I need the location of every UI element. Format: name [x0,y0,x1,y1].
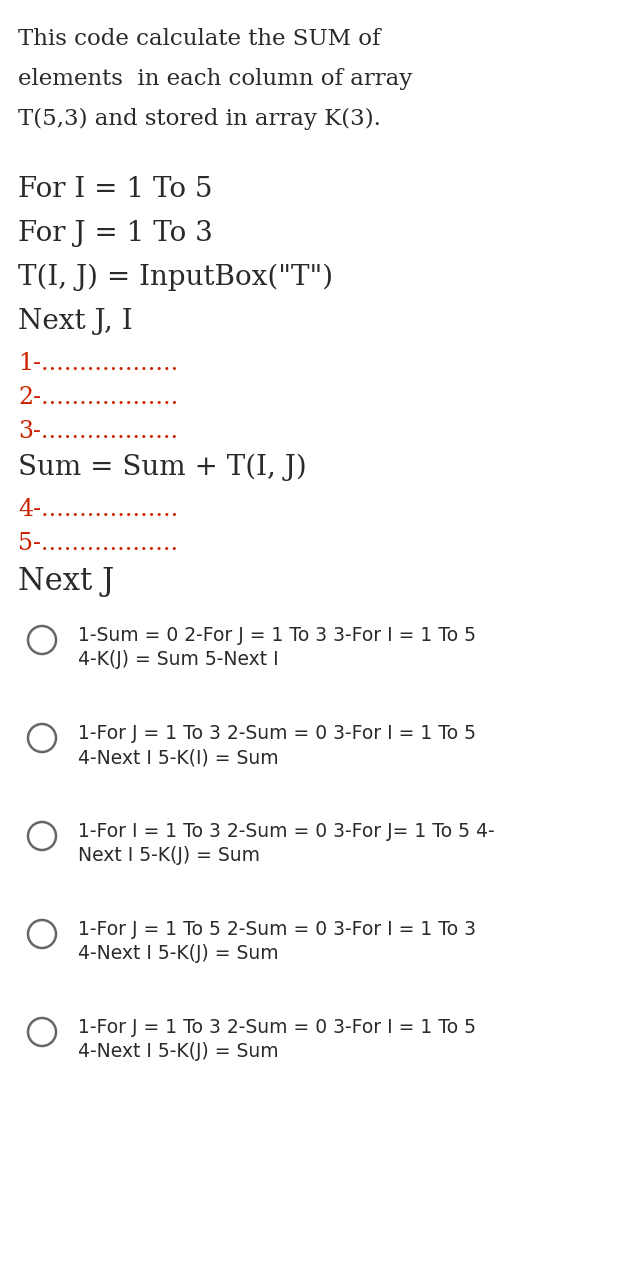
Text: For I = 1 To 5: For I = 1 To 5 [18,175,213,204]
Text: This code calculate the SUM of: This code calculate the SUM of [18,28,380,50]
Text: Next J: Next J [18,566,114,596]
Text: 4-Next I 5-K(I) = Sum: 4-Next I 5-K(I) = Sum [78,748,279,767]
Text: Next I 5-K(J) = Sum: Next I 5-K(J) = Sum [78,846,260,865]
Text: 1-For I = 1 To 3 2-Sum = 0 3-For J= 1 To 5 4-: 1-For I = 1 To 3 2-Sum = 0 3-For J= 1 To… [78,822,495,841]
Text: 4-..................: 4-.................. [18,498,178,521]
Text: 1-For J = 1 To 3 2-Sum = 0 3-For I = 1 To 5: 1-For J = 1 To 3 2-Sum = 0 3-For I = 1 T… [78,724,476,742]
Text: For J = 1 To 3: For J = 1 To 3 [18,220,213,247]
Text: T(5,3) and stored in array K(3).: T(5,3) and stored in array K(3). [18,108,381,131]
Text: 4-K(J) = Sum 5-Next I: 4-K(J) = Sum 5-Next I [78,650,279,669]
Text: elements  in each column of array: elements in each column of array [18,68,413,90]
Text: 3-..................: 3-.................. [18,420,178,443]
Text: 4-Next I 5-K(J) = Sum: 4-Next I 5-K(J) = Sum [78,1042,279,1061]
Text: 1-Sum = 0 2-For J = 1 To 3 3-For I = 1 To 5: 1-Sum = 0 2-For J = 1 To 3 3-For I = 1 T… [78,626,476,645]
Text: 1-For J = 1 To 5 2-Sum = 0 3-For I = 1 To 3: 1-For J = 1 To 5 2-Sum = 0 3-For I = 1 T… [78,920,476,940]
Text: 1-For J = 1 To 3 2-Sum = 0 3-For I = 1 To 5: 1-For J = 1 To 3 2-Sum = 0 3-For I = 1 T… [78,1018,476,1037]
Text: Next J, I: Next J, I [18,308,133,335]
Text: 1-..................: 1-.................. [18,352,178,375]
Text: 5-..................: 5-.................. [18,532,178,556]
Text: Sum = Sum + T(I, J): Sum = Sum + T(I, J) [18,454,307,481]
Text: 4-Next I 5-K(J) = Sum: 4-Next I 5-K(J) = Sum [78,945,279,963]
Text: 2-..................: 2-.................. [18,387,178,410]
Text: T(I, J) = InputBox("T"): T(I, J) = InputBox("T") [18,264,333,292]
